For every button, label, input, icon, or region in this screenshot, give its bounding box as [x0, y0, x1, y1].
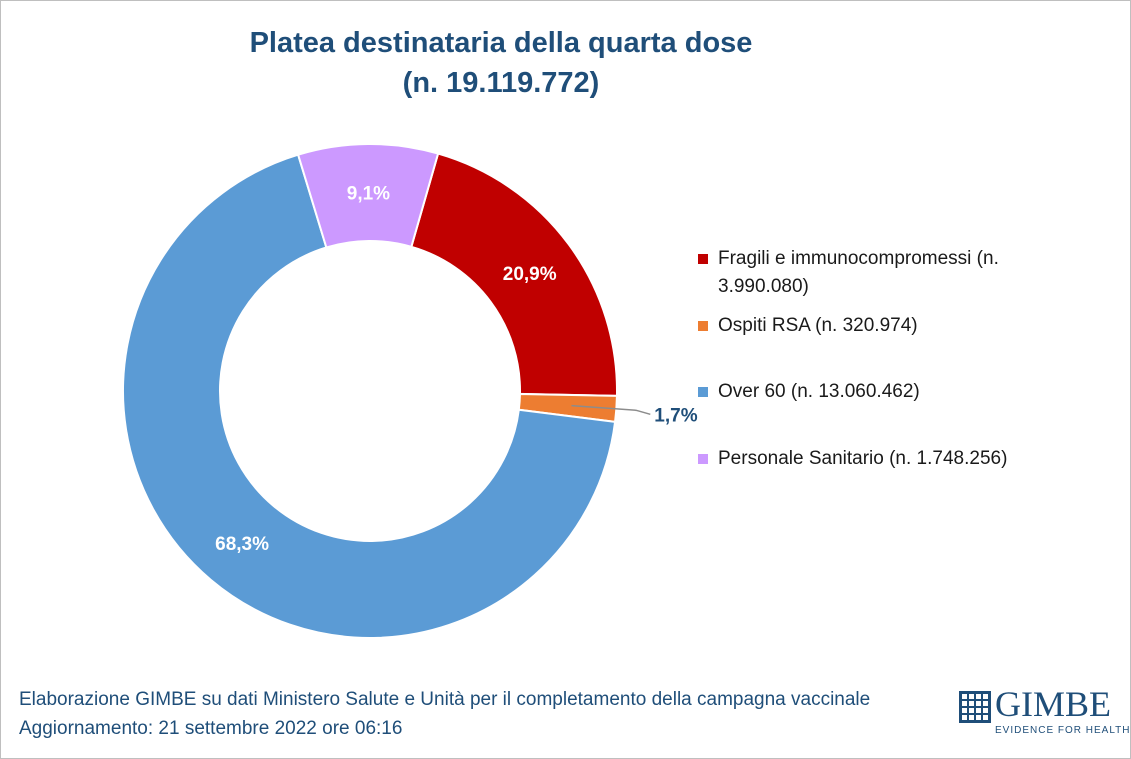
legend-label-rsa: Ospiti RSA (n. 320.974) — [718, 315, 918, 336]
data-label-rsa: 1,7% — [654, 405, 697, 426]
footer-source: Elaborazione GIMBE su dati Ministero Sal… — [19, 689, 871, 710]
gimbe-logo: GIMBE EVIDENCE FOR HEALTH — [959, 684, 1130, 737]
chart-subtitle: (n. 19.119.772) — [402, 67, 600, 99]
gimbe-logo-grid-icon — [959, 691, 991, 723]
legend-swatch-over60 — [698, 387, 708, 397]
data-label-over60: 68,3% — [215, 534, 269, 555]
gimbe-logo-name: GIMBE — [995, 684, 1111, 724]
gimbe-logo-tagline: EVIDENCE FOR HEALTH — [995, 725, 1131, 736]
slice-personale — [296, 143, 440, 249]
legend-label-over60: Over 60 (n. 13.060.462) — [718, 381, 920, 402]
legend-swatch-personale — [698, 454, 708, 464]
legend-item-over60: Over 60 (n. 13.060.462) — [698, 378, 1058, 406]
slice-over60 — [122, 153, 617, 639]
legend-label-personale: Personale Sanitario (n. 1.748.256) — [718, 448, 1008, 469]
data-label-personale: 9,1% — [347, 184, 390, 205]
legend-label-fragili: Fragili e immunocompromessi (n. 3.990.08… — [718, 248, 999, 297]
footer-updated: Aggiornamento: 21 settembre 2022 ore 06:… — [19, 718, 403, 739]
data-label-fragili: 20,9% — [503, 264, 557, 285]
leader-line-rsa — [571, 404, 651, 416]
legend-item-fragili: Fragili e immunocompromessi (n. 3.990.08… — [698, 245, 1058, 301]
slice-fragili — [410, 152, 618, 397]
footer: Elaborazione GIMBE su dati Ministero Sal… — [19, 685, 870, 743]
legend-swatch-fragili — [698, 254, 708, 264]
legend-item-personale: Personale Sanitario (n. 1.748.256) — [698, 445, 1058, 473]
legend-swatch-rsa — [698, 321, 708, 331]
chart-title-block: Platea destinataria della quarta dose (n… — [1, 23, 1001, 103]
chart-title: Platea destinataria della quarta dose — [249, 27, 753, 59]
legend-item-rsa: Ospiti RSA (n. 320.974) — [698, 312, 1058, 340]
donut-chart: 20,9% 1,7% 68,3% 9,1% — [122, 143, 698, 639]
